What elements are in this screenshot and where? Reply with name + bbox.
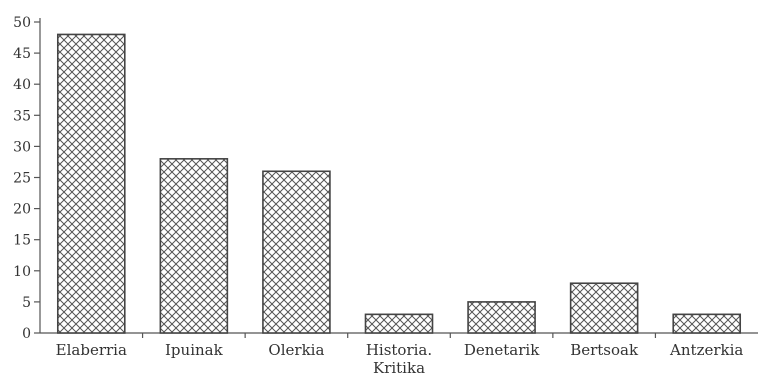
category-label: Bertsoak — [570, 341, 639, 359]
category-label: Historia. Kritika — [366, 341, 432, 377]
y-tick-label: 25 — [13, 171, 31, 187]
y-tick-label: 5 — [22, 295, 31, 311]
y-tick-label: 40 — [13, 77, 31, 93]
category-label: Denetarik — [464, 341, 540, 359]
category-labels: Elaberria Ipuinak Olerkia Historia. Kritika D… — [56, 341, 744, 377]
y-tick-label: 10 — [13, 264, 31, 280]
bar-olerkia — [262, 170, 331, 334]
y-tick-label: 20 — [13, 202, 31, 218]
bars — [56, 33, 742, 334]
y-tick-label: 45 — [13, 46, 31, 62]
bar-elaberria — [56, 33, 126, 334]
bar-historia — [364, 313, 434, 334]
y-axis: 0 5 10 15 20 25 30 35 40 45 50 — [13, 15, 41, 342]
category-label: Antzerkia — [669, 341, 743, 359]
category-label: Ipuinak — [165, 341, 224, 359]
bar-antzerkia — [672, 313, 742, 334]
category-label: Elaberria — [56, 341, 127, 359]
y-tick-label: 50 — [13, 15, 31, 31]
bar-bertsoak — [569, 282, 639, 334]
bar-ipuinak — [159, 158, 229, 334]
y-tick-label: 15 — [13, 233, 31, 249]
bar-denetarik — [467, 301, 536, 334]
category-label: Olerkia — [268, 341, 324, 359]
y-tick-label: 35 — [13, 108, 31, 124]
y-tick-label: 0 — [22, 326, 31, 342]
y-tick-label: 30 — [13, 139, 31, 155]
